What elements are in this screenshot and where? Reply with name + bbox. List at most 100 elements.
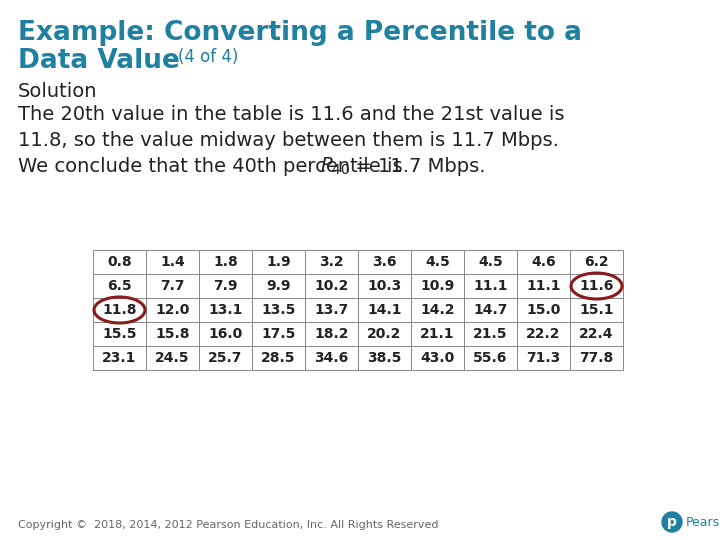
Text: 0.8: 0.8 xyxy=(107,255,132,269)
Bar xyxy=(93,274,146,298)
Bar xyxy=(411,298,464,322)
Text: 1.8: 1.8 xyxy=(213,255,238,269)
Bar xyxy=(358,274,411,298)
Text: 17.5: 17.5 xyxy=(261,327,296,341)
Text: 13.7: 13.7 xyxy=(315,303,348,317)
Bar xyxy=(146,346,199,370)
Bar xyxy=(570,346,623,370)
Text: $\mathit{P}_{40}$: $\mathit{P}_{40}$ xyxy=(320,156,350,177)
Text: 13.5: 13.5 xyxy=(261,303,296,317)
Text: 4.6: 4.6 xyxy=(531,255,556,269)
Text: 22.4: 22.4 xyxy=(580,327,613,341)
Bar xyxy=(199,250,252,274)
Text: 23.1: 23.1 xyxy=(102,351,137,365)
Bar xyxy=(93,322,146,346)
Text: The 20th value in the table is 11.6 and the 21st value is: The 20th value in the table is 11.6 and … xyxy=(18,105,564,124)
Bar xyxy=(199,274,252,298)
Bar xyxy=(464,250,517,274)
Text: 15.0: 15.0 xyxy=(526,303,561,317)
Bar xyxy=(305,274,358,298)
Text: 15.1: 15.1 xyxy=(580,303,613,317)
Text: 14.2: 14.2 xyxy=(420,303,455,317)
Bar xyxy=(252,322,305,346)
Bar xyxy=(464,274,517,298)
Text: 11.1: 11.1 xyxy=(526,279,561,293)
Bar xyxy=(570,298,623,322)
Bar xyxy=(411,250,464,274)
Bar xyxy=(93,250,146,274)
Bar xyxy=(358,250,411,274)
Text: 34.6: 34.6 xyxy=(315,351,348,365)
Text: We conclude that the 40th percentile is: We conclude that the 40th percentile is xyxy=(18,157,409,176)
Bar xyxy=(411,346,464,370)
Bar xyxy=(358,322,411,346)
Bar xyxy=(305,346,358,370)
Bar xyxy=(517,250,570,274)
Text: 11.8, so the value midway between them is 11.7 Mbps.: 11.8, so the value midway between them i… xyxy=(18,131,559,150)
Text: 38.5: 38.5 xyxy=(367,351,402,365)
Bar xyxy=(570,322,623,346)
Bar xyxy=(252,298,305,322)
Text: 24.5: 24.5 xyxy=(156,351,190,365)
Bar xyxy=(146,322,199,346)
Text: 21.1: 21.1 xyxy=(420,327,455,341)
Bar xyxy=(517,274,570,298)
Text: 16.0: 16.0 xyxy=(208,327,243,341)
Text: 11.6: 11.6 xyxy=(580,279,613,293)
Text: Data Value: Data Value xyxy=(18,48,180,74)
Text: 15.5: 15.5 xyxy=(102,327,137,341)
Text: 21.5: 21.5 xyxy=(473,327,508,341)
Text: 25.7: 25.7 xyxy=(208,351,243,365)
Text: p: p xyxy=(667,515,677,529)
Bar xyxy=(146,298,199,322)
Circle shape xyxy=(662,512,682,532)
Text: 22.2: 22.2 xyxy=(526,327,561,341)
Bar xyxy=(517,322,570,346)
Bar xyxy=(464,346,517,370)
Bar xyxy=(305,298,358,322)
Text: Copyright ©  2018, 2014, 2012 Pearson Education, Inc. All Rights Reserved: Copyright © 2018, 2014, 2012 Pearson Edu… xyxy=(18,520,438,530)
Text: 18.2: 18.2 xyxy=(314,327,348,341)
Bar xyxy=(146,274,199,298)
Text: 1.9: 1.9 xyxy=(266,255,291,269)
Text: 4.5: 4.5 xyxy=(478,255,503,269)
Text: 20.2: 20.2 xyxy=(367,327,402,341)
Text: 11.8: 11.8 xyxy=(102,303,137,317)
Text: 3.2: 3.2 xyxy=(319,255,344,269)
Text: 43.0: 43.0 xyxy=(420,351,454,365)
Bar xyxy=(570,274,623,298)
Bar xyxy=(517,346,570,370)
Bar xyxy=(252,274,305,298)
Bar xyxy=(305,250,358,274)
Text: 9.9: 9.9 xyxy=(266,279,291,293)
Text: 7.9: 7.9 xyxy=(213,279,238,293)
Bar xyxy=(93,346,146,370)
Text: 4.5: 4.5 xyxy=(425,255,450,269)
Bar xyxy=(199,346,252,370)
Bar xyxy=(411,274,464,298)
Text: 6.5: 6.5 xyxy=(107,279,132,293)
Text: 10.9: 10.9 xyxy=(420,279,454,293)
Text: = 11.7 Mbps.: = 11.7 Mbps. xyxy=(349,157,485,176)
Bar xyxy=(199,298,252,322)
Text: 10.2: 10.2 xyxy=(315,279,348,293)
Bar xyxy=(252,250,305,274)
Bar xyxy=(93,298,146,322)
Text: 55.6: 55.6 xyxy=(473,351,508,365)
Text: Example: Converting a Percentile to a: Example: Converting a Percentile to a xyxy=(18,20,582,46)
Bar xyxy=(199,322,252,346)
Bar xyxy=(305,322,358,346)
Text: 7.7: 7.7 xyxy=(161,279,185,293)
Text: 6.2: 6.2 xyxy=(584,255,609,269)
Text: 13.1: 13.1 xyxy=(208,303,243,317)
Bar xyxy=(411,322,464,346)
Text: 14.7: 14.7 xyxy=(473,303,508,317)
Text: 71.3: 71.3 xyxy=(526,351,561,365)
Bar xyxy=(570,250,623,274)
Text: 12.0: 12.0 xyxy=(156,303,189,317)
Bar xyxy=(358,346,411,370)
Bar xyxy=(146,250,199,274)
Text: 15.8: 15.8 xyxy=(156,327,190,341)
Text: 77.8: 77.8 xyxy=(580,351,613,365)
Bar xyxy=(358,298,411,322)
